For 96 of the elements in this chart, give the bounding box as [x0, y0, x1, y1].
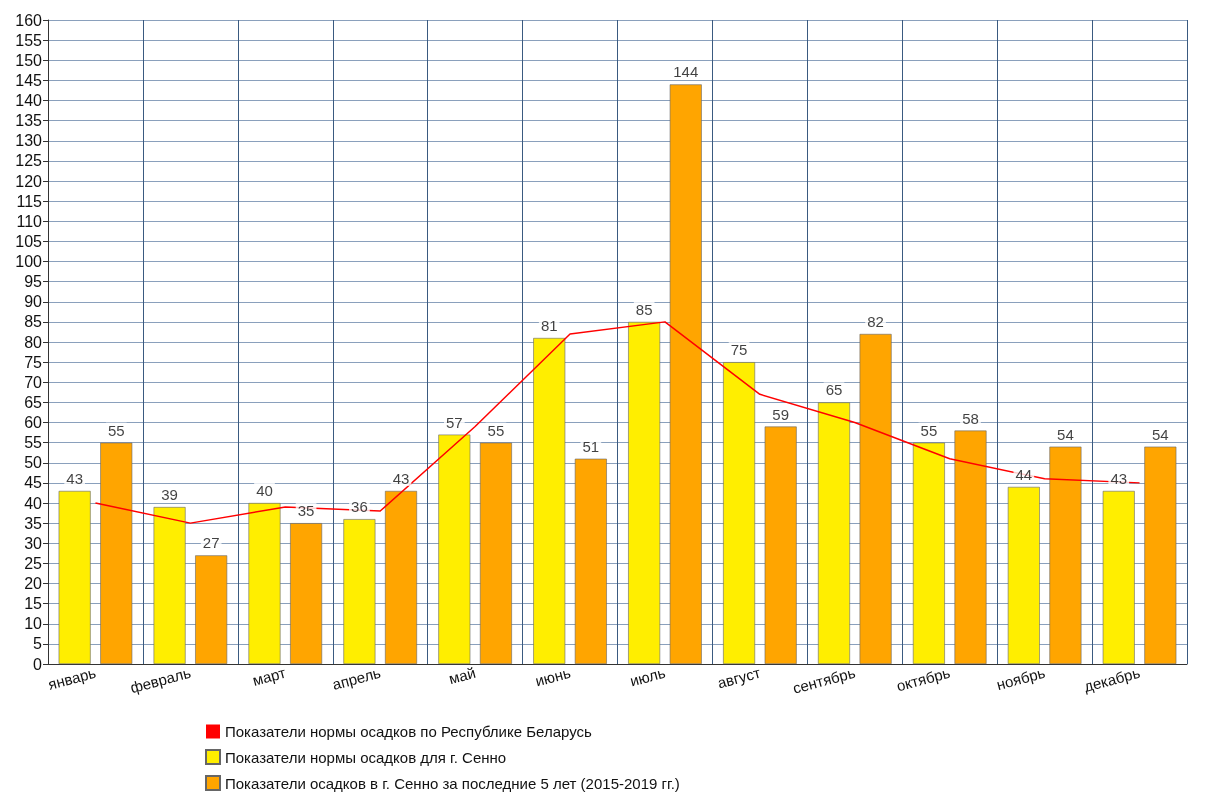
x-tick-label: январь: [46, 663, 98, 693]
data-label: 43: [392, 469, 410, 487]
y-tick-label: 105: [15, 232, 43, 250]
data-label: 36: [351, 498, 368, 516]
y-tick-label: 15: [24, 595, 43, 613]
bar: [912, 442, 945, 664]
y-tick-label: 80: [24, 333, 43, 351]
y-tick-label: 145: [15, 71, 43, 89]
y-tick-label: 10: [24, 615, 43, 633]
bar: [1049, 446, 1082, 664]
y-tick-label: 50: [24, 454, 43, 472]
y-tick-label: 90: [24, 293, 43, 311]
y-tick-label: 110: [16, 212, 43, 230]
y-tick-label: 30: [24, 534, 43, 552]
y-tick-label: 100: [15, 253, 43, 270]
bar: [533, 337, 566, 664]
bar: [343, 519, 376, 664]
data-label: 75: [730, 341, 748, 359]
bar: [574, 458, 607, 664]
bar: [385, 490, 418, 664]
bar: [817, 402, 850, 664]
bar: [628, 321, 661, 664]
y-tick-label: 45: [24, 474, 43, 492]
y-tick-label: 65: [24, 393, 43, 411]
data-label: 43: [1110, 469, 1128, 487]
data-label: 58: [962, 409, 979, 427]
y-tick-label: 95: [24, 273, 43, 291]
data-label: 51: [582, 437, 600, 455]
data-label: 65: [825, 381, 843, 399]
x-tick-label: ноябрь: [994, 663, 1047, 694]
legend-label: Показатели нормы осадков по Республике Беларусь: [225, 723, 592, 740]
data-label: 57: [445, 413, 463, 431]
bar: [859, 333, 892, 664]
y-tick-label: 40: [24, 494, 43, 512]
bar: [669, 84, 702, 664]
y-tick-label: 20: [24, 575, 43, 592]
data-label: 144: [673, 63, 699, 81]
y-tick-label: 55: [24, 434, 43, 452]
y-tick-label: 130: [15, 132, 43, 150]
x-tick-label: октябрь: [894, 663, 953, 695]
y-tick-label: 25: [24, 554, 43, 572]
y-tick-label: 85: [24, 313, 43, 331]
bar: [479, 442, 512, 664]
data-label: 59: [772, 405, 790, 423]
y-tick-label: 160: [15, 11, 43, 29]
bar: [153, 507, 186, 664]
data-label: 55: [487, 421, 505, 439]
bar: [723, 362, 756, 664]
x-tick-label: декабрь: [1082, 663, 1142, 695]
y-tick-label: 155: [15, 31, 43, 49]
y-tick-label: 60: [24, 414, 43, 431]
y-tick-label: 140: [15, 92, 43, 109]
x-tick-label: апрель: [330, 663, 383, 693]
y-tick-label: 115: [16, 192, 43, 210]
bar: [195, 555, 228, 664]
y-tick-label: 150: [15, 51, 43, 69]
bar: [438, 434, 471, 664]
y-tick-label: 75: [24, 353, 43, 371]
bar: [100, 442, 133, 664]
y-tick-label: 120: [15, 172, 43, 190]
x-tick-label: август: [715, 663, 763, 692]
data-label: 82: [867, 312, 884, 330]
x-tick-label: июнь: [533, 663, 573, 690]
bar: [1102, 490, 1135, 664]
bar: [1007, 486, 1040, 664]
data-label: 43: [66, 469, 83, 487]
y-tick-label: 125: [15, 152, 43, 170]
data-label: 85: [635, 300, 653, 318]
data-label: 54: [1057, 425, 1074, 443]
bar: [764, 426, 797, 664]
data-label: 39: [161, 486, 178, 504]
y-tick-label: 5: [33, 635, 43, 653]
y-tick-label: 0: [33, 655, 43, 673]
x-tick-label: сентябрь: [790, 663, 858, 697]
legend-label: Показатели осадков в г. Сенно за последние 5 лет (2015-2019 гг.): [225, 774, 680, 792]
bar: [290, 523, 323, 664]
data-label: 40: [256, 482, 273, 499]
data-label: 81: [540, 316, 558, 334]
legend-label: Показатели нормы осадков для г. Сенно: [225, 748, 507, 766]
bar: [58, 490, 91, 664]
data-label: 54: [1152, 425, 1169, 443]
bar: [248, 503, 281, 664]
bar: [954, 430, 987, 664]
y-tick-label: 70: [24, 373, 43, 391]
data-label: 55: [107, 421, 125, 439]
data-label: 55: [920, 421, 938, 439]
y-tick-label: 35: [24, 514, 43, 532]
x-tick-label: май: [446, 663, 478, 688]
x-tick-label: июль: [628, 663, 668, 690]
bar: [1144, 446, 1177, 664]
x-tick-label: март: [250, 663, 288, 689]
y-tick-label: 135: [15, 112, 43, 130]
data-label: 44: [1015, 465, 1033, 483]
x-tick-label: февраль: [128, 663, 193, 697]
data-label: 35: [297, 502, 315, 520]
data-label: 27: [202, 534, 220, 552]
